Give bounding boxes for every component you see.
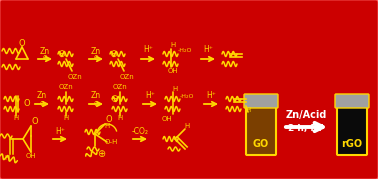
Text: O: O <box>32 117 38 127</box>
Text: H: H <box>64 115 69 121</box>
Text: O: O <box>23 100 29 108</box>
Text: O: O <box>19 40 25 49</box>
FancyBboxPatch shape <box>244 94 278 108</box>
Text: H: H <box>13 115 19 121</box>
Text: e: e <box>94 98 98 108</box>
Text: O-H: O-H <box>104 139 118 145</box>
Text: Zn: Zn <box>91 91 101 100</box>
Text: H⁺: H⁺ <box>145 91 155 100</box>
Text: OZn: OZn <box>119 74 134 80</box>
Text: H: H <box>104 123 110 129</box>
Text: ⊕: ⊕ <box>97 149 105 159</box>
Text: OH: OH <box>162 116 172 122</box>
Text: ⊖: ⊖ <box>57 49 65 59</box>
Text: H: H <box>172 86 178 92</box>
Text: H: H <box>5 155 9 161</box>
Text: H: H <box>245 107 251 113</box>
Text: rGO: rGO <box>341 139 363 149</box>
Text: Zn/Acid: Zn/Acid <box>285 110 327 120</box>
Text: OH: OH <box>26 153 36 159</box>
Text: OZn: OZn <box>68 74 82 80</box>
Text: H⁺: H⁺ <box>143 45 153 54</box>
Text: Zn: Zn <box>91 47 101 55</box>
Text: GO: GO <box>253 139 269 149</box>
Text: e: e <box>43 54 47 62</box>
FancyBboxPatch shape <box>335 94 369 108</box>
Text: 2 h, RT: 2 h, RT <box>288 125 324 134</box>
Text: H⁺: H⁺ <box>203 45 213 54</box>
Text: Zn: Zn <box>40 47 50 55</box>
FancyBboxPatch shape <box>337 98 367 155</box>
Text: -CO₂: -CO₂ <box>132 127 149 136</box>
Text: OZn: OZn <box>59 84 73 90</box>
Text: H: H <box>184 123 190 129</box>
FancyBboxPatch shape <box>246 98 276 155</box>
Text: H⁺: H⁺ <box>206 91 216 100</box>
Text: -H₂O: -H₂O <box>180 93 194 98</box>
Text: OH: OH <box>168 68 178 74</box>
Text: H: H <box>118 115 122 121</box>
Text: H⁺: H⁺ <box>55 127 65 136</box>
Text: O: O <box>106 115 112 125</box>
Text: H: H <box>170 42 176 48</box>
Text: -H₂O: -H₂O <box>178 49 192 54</box>
Text: ⊖: ⊖ <box>109 49 117 59</box>
Text: e: e <box>40 98 44 108</box>
Text: Zn: Zn <box>37 91 47 100</box>
Text: OZn: OZn <box>113 84 127 90</box>
Text: e: e <box>94 54 98 62</box>
Text: ⊖: ⊖ <box>110 94 118 104</box>
